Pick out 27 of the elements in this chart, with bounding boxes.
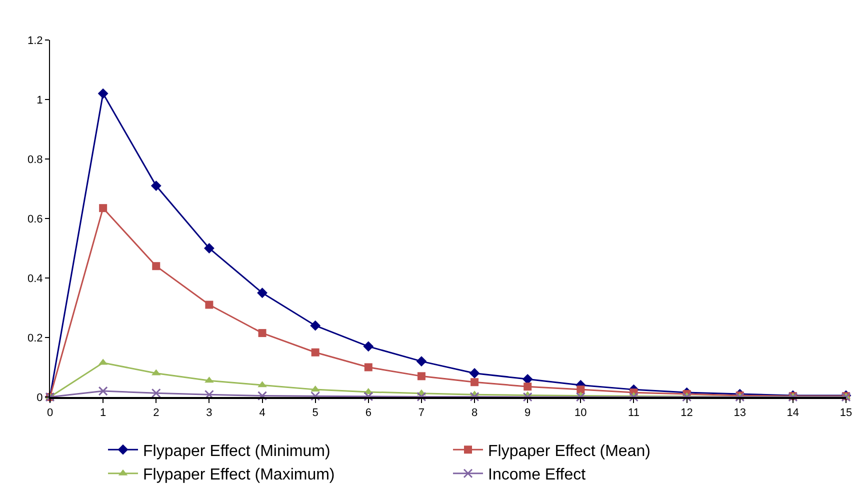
x-tick-label: 1 bbox=[100, 407, 106, 420]
y-tick-label: 0.2 bbox=[28, 332, 43, 344]
y-tick-label: 0.8 bbox=[28, 154, 43, 166]
legend-label: Flypaper Effect (Mean) bbox=[488, 442, 650, 460]
x-tick-label: 7 bbox=[418, 407, 425, 420]
x-tick-label: 4 bbox=[259, 407, 266, 420]
x-tick-label: 0 bbox=[46, 407, 54, 420]
x-tick-label: 3 bbox=[206, 407, 212, 420]
x-tick-label: 11 bbox=[628, 407, 640, 420]
x-tick-label: 12 bbox=[680, 407, 693, 420]
x-tick-label: 5 bbox=[312, 407, 318, 420]
x-tick-label: 15 bbox=[840, 407, 852, 420]
y-tick-label: 0.4 bbox=[28, 272, 43, 285]
y-tick-label: 1.2 bbox=[28, 34, 43, 47]
y-tick-label: 0.6 bbox=[28, 213, 43, 226]
legend-label: Flypaper Effect (Minimum) bbox=[143, 442, 330, 460]
x-tick-label: 13 bbox=[734, 407, 746, 420]
x-tick-label: 10 bbox=[574, 407, 587, 420]
x-tick-label: 8 bbox=[471, 407, 478, 420]
x-tick-label: 2 bbox=[153, 407, 160, 420]
legend-label: Income Effect bbox=[488, 466, 586, 484]
y-tick-label: 0 bbox=[36, 392, 43, 404]
x-tick-label: 6 bbox=[365, 407, 372, 420]
legend-label: Flypaper Effect (Maximum) bbox=[143, 466, 335, 484]
x-tick-label: 9 bbox=[524, 407, 531, 420]
y-tick-label: 1 bbox=[36, 94, 43, 106]
x-tick-label: 14 bbox=[786, 407, 800, 420]
